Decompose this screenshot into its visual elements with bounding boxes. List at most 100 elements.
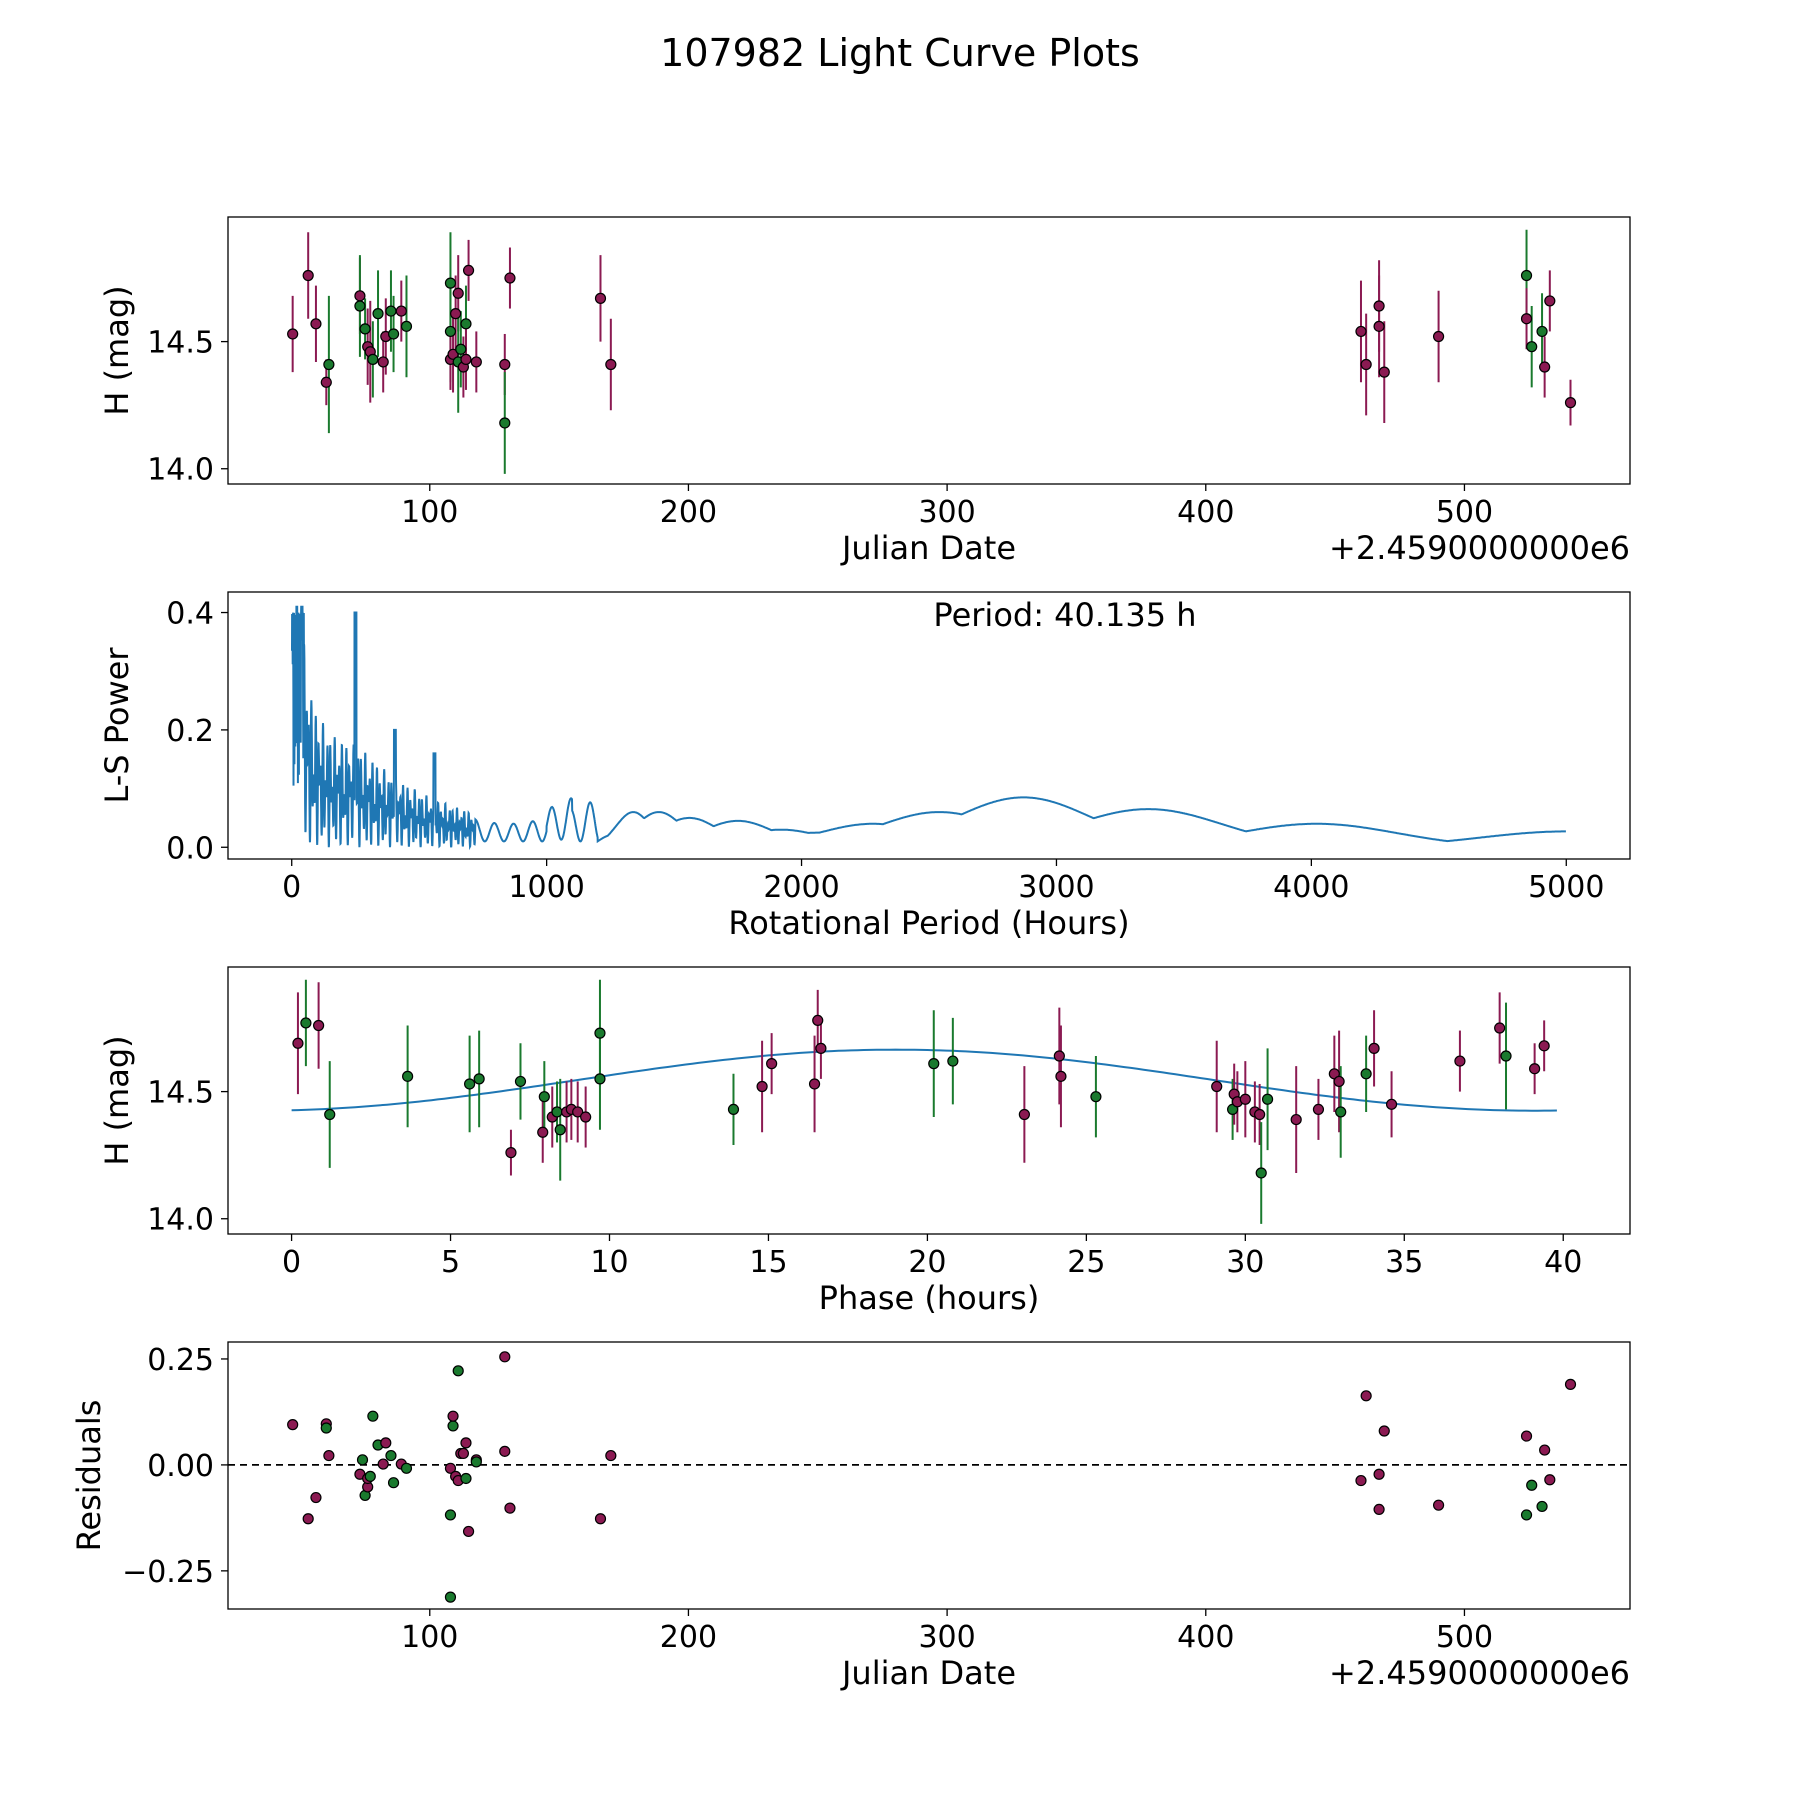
periodogram-panel: 0 1000 2000 3000 4000 5000 0.0 0.2 0.4 Rotational… — [98, 591, 1631, 942]
data-point — [444, 325, 457, 338]
x-offset-text: +2.4590000000e6 — [1329, 529, 1630, 567]
data-point — [756, 1080, 768, 1093]
data-point — [385, 305, 397, 317]
data-point — [1538, 1040, 1550, 1052]
data-point — [1373, 1503, 1385, 1516]
data-point — [444, 1509, 457, 1521]
x-offset-text: +2.4590000000e6 — [1329, 1654, 1630, 1692]
data-point — [323, 358, 335, 371]
data-point — [947, 1055, 959, 1067]
residuals-axes-frame — [227, 1341, 1631, 1610]
x-tick-label: 300 — [918, 495, 975, 530]
data-point — [812, 1014, 824, 1027]
data-point — [457, 1447, 469, 1460]
data-point — [473, 1073, 485, 1085]
x-tick-label: 2000 — [763, 870, 839, 905]
lightcurve-panel: 100 200 300 400 500 14.0 14.5 Julian Date H (mag… — [98, 216, 1631, 567]
data-point — [313, 1019, 325, 1032]
ls-power-curve — [291, 605, 1566, 851]
data-point — [1500, 1050, 1512, 1062]
data-point — [580, 1111, 592, 1123]
data-point — [1385, 1098, 1398, 1110]
data-point — [572, 1106, 584, 1118]
data-point — [359, 323, 371, 335]
data-point — [1536, 1500, 1548, 1513]
figure-title: 107982 Light Curve Plots — [660, 31, 1140, 75]
data-point — [300, 1017, 312, 1029]
data-point — [444, 1462, 457, 1474]
x-tick-label: 0 — [282, 870, 301, 905]
residuals-data — [228, 1351, 1630, 1603]
data-point — [447, 1420, 459, 1432]
data-point — [462, 1525, 475, 1538]
y-axis-label: L-S Power — [98, 647, 136, 804]
y-tick-label: −0.25 — [122, 1555, 214, 1590]
x-tick-label: 40 — [1544, 1245, 1582, 1280]
x-tick-label: 200 — [660, 1620, 717, 1655]
data-point — [460, 353, 472, 365]
data-point — [504, 272, 516, 284]
y-tick-label: 0.25 — [147, 1343, 214, 1378]
data-point — [470, 1456, 482, 1468]
data-point — [1053, 1050, 1065, 1062]
y-tick-label: 0.00 — [147, 1449, 214, 1484]
y-axis-label: Residuals — [70, 1400, 108, 1552]
data-point — [1520, 1509, 1533, 1521]
data-point — [1526, 341, 1538, 353]
data-point — [452, 1365, 464, 1377]
data-point — [1333, 1075, 1345, 1088]
data-point — [1432, 1499, 1445, 1511]
x-axis-label: Julian Date — [840, 529, 1016, 567]
phased-data — [291, 979, 1557, 1224]
y-axis-label: H (mag) — [98, 1035, 136, 1165]
data-point — [302, 269, 314, 282]
data-point — [538, 1091, 550, 1103]
data-point — [1018, 1108, 1030, 1121]
data-point — [1355, 1474, 1367, 1487]
data-point — [727, 1103, 740, 1116]
lightcurve-data — [287, 229, 1577, 474]
y-tick-label: 0.2 — [166, 714, 214, 749]
x-axis-label: Julian Date — [840, 1654, 1016, 1692]
periodogram-data — [291, 605, 1566, 851]
data-point — [377, 356, 389, 368]
data-point — [1454, 1055, 1466, 1067]
period-annotation: Period: 40.135 h — [933, 596, 1196, 634]
data-point — [514, 1075, 527, 1088]
y-tick-label: 14.0 — [147, 1203, 214, 1238]
data-point — [815, 1042, 827, 1054]
x-tick-label: 400 — [1177, 495, 1234, 530]
data-point — [460, 1472, 472, 1485]
x-tick-label: 500 — [1436, 495, 1493, 530]
data-point — [302, 1513, 314, 1525]
data-point — [444, 1591, 457, 1603]
data-point — [470, 356, 482, 368]
y-tick-label: 14.0 — [147, 453, 214, 488]
lightcurve-axes-frame — [227, 216, 1631, 485]
data-point — [1520, 269, 1533, 282]
x-tick-label: 5000 — [1528, 870, 1604, 905]
data-point — [1373, 300, 1385, 312]
data-point — [400, 1462, 413, 1474]
data-point — [1432, 330, 1445, 343]
data-point — [1564, 397, 1577, 409]
data-point — [1239, 1093, 1251, 1105]
data-point — [505, 1147, 517, 1159]
x-tick-label: 4000 — [1273, 870, 1349, 905]
data-point — [1564, 1378, 1577, 1390]
data-point — [537, 1126, 549, 1138]
data-point — [310, 318, 322, 330]
data-point — [402, 1070, 414, 1082]
data-point — [292, 1037, 304, 1049]
x-tick-label: 30 — [1226, 1245, 1264, 1280]
data-point — [377, 1458, 389, 1470]
data-point — [364, 1470, 376, 1482]
data-point — [1255, 1167, 1267, 1179]
data-point — [766, 1058, 778, 1070]
sinusoid-fit-curve — [291, 1048, 1557, 1112]
data-point — [1360, 358, 1372, 371]
y-tick-label: 0.4 — [166, 597, 214, 632]
x-tick-label: 400 — [1177, 1620, 1234, 1655]
data-point — [324, 1108, 336, 1121]
